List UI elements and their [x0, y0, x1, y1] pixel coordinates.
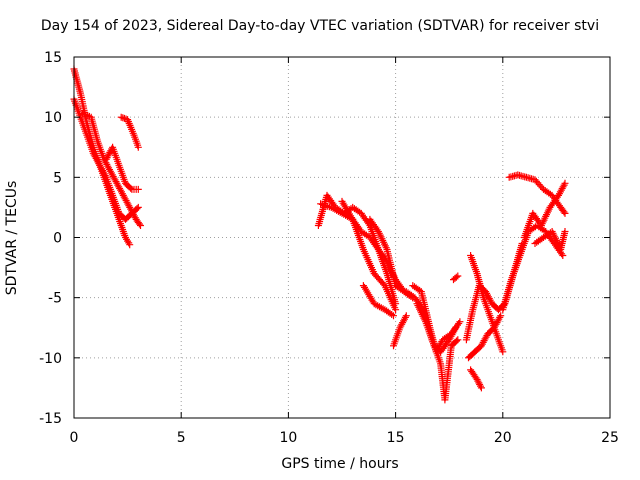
x-tick-label: 20: [494, 430, 512, 446]
data-points: [70, 65, 569, 404]
data-series: [359, 282, 397, 320]
data-point-markers: [79, 110, 144, 229]
y-tick-label: -5: [48, 291, 62, 307]
data-series: [467, 366, 485, 392]
y-axis-ticks: -15 -10 -5 0 5 10 15: [39, 50, 610, 427]
data-series: [390, 312, 410, 350]
y-tick-label: 0: [53, 231, 62, 247]
data-point-markers: [338, 197, 400, 314]
data-series: [520, 179, 569, 241]
y-tick-label: -15: [39, 411, 62, 427]
x-tick-label: 25: [601, 430, 619, 446]
data-series: [413, 300, 460, 356]
data-point-markers: [413, 300, 460, 356]
x-axis-ticks: 0 5 10 15 20 25: [70, 57, 619, 446]
data-point-markers: [499, 222, 567, 314]
x-tick-label: 0: [70, 430, 79, 446]
data-point-markers: [467, 366, 485, 392]
data-point-markers: [450, 272, 462, 284]
data-series: [102, 143, 142, 193]
y-tick-label: 15: [44, 50, 62, 66]
y-axis-label: SDTVAR / TECUs: [4, 180, 20, 296]
data-series: [499, 222, 567, 314]
data-point-markers: [465, 312, 505, 362]
x-tick-label: 5: [177, 430, 186, 446]
data-point-markers: [467, 252, 507, 356]
data-series: [531, 228, 569, 253]
x-axis-label: GPS time / hours: [281, 456, 399, 472]
data-series: [338, 197, 400, 314]
data-series: [117, 113, 142, 151]
chart-title: Day 154 of 2023, Sidereal Day-to-day VTE…: [40, 18, 600, 34]
y-tick-label: 10: [44, 110, 62, 126]
data-series: [79, 110, 144, 229]
data-point-markers: [531, 228, 569, 253]
data-point-markers: [520, 179, 569, 241]
data-point-markers: [102, 143, 142, 193]
x-tick-label: 10: [279, 430, 297, 446]
data-point-markers: [117, 113, 142, 151]
data-series: [450, 272, 462, 284]
y-tick-label: 5: [53, 170, 62, 186]
data-series: [465, 312, 505, 362]
data-point-markers: [390, 312, 410, 350]
grid-lines: [74, 57, 610, 418]
x-tick-label: 15: [387, 430, 405, 446]
data-point-markers: [359, 282, 397, 320]
y-tick-label: -10: [39, 351, 62, 367]
data-series: [467, 252, 507, 356]
